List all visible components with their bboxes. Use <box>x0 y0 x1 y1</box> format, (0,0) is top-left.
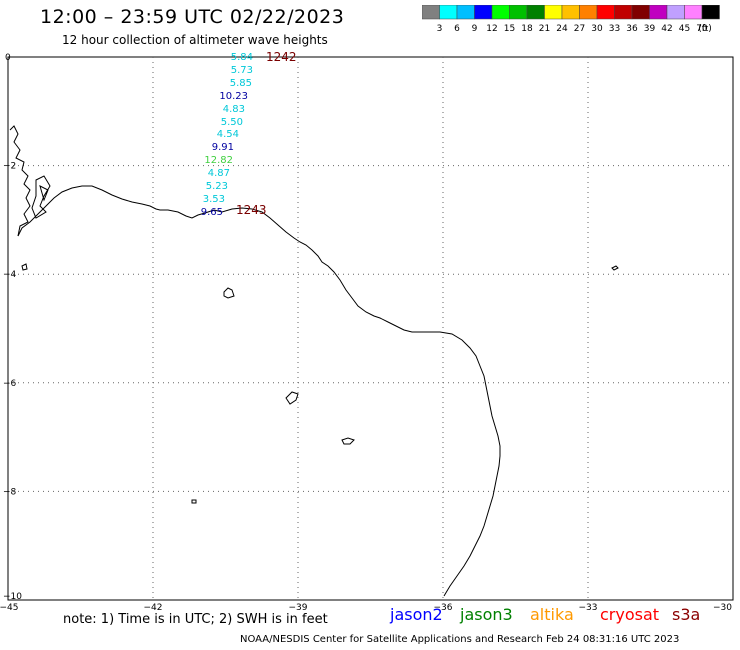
colorbar-label: 45 <box>679 24 690 34</box>
colorbar-label: 36 <box>626 24 638 34</box>
swh-reading: 9.91 <box>211 142 234 154</box>
swh-reading: 4.83 <box>222 103 245 115</box>
swh-reading: 5.73 <box>230 64 253 76</box>
y-tick-label: −8 <box>3 487 17 497</box>
map-frame <box>7 56 734 601</box>
swh-reading: 5.23 <box>205 181 228 192</box>
colorbar-label: 6 <box>454 24 460 34</box>
satellite-jason3: jason3 <box>460 605 513 624</box>
colorbar-label: 21 <box>539 24 550 34</box>
swh-reading: 12.82 <box>204 155 233 167</box>
colorbar-label: 15 <box>504 24 515 34</box>
page-subtitle: 12 hour collection of altimeter wave hei… <box>62 33 328 47</box>
colorbar-label: 12 <box>486 24 497 34</box>
coastline-mainland <box>17 185 501 597</box>
satellite-jason2: jason2 <box>390 605 443 624</box>
note-text: note: 1) Time is in UTC; 2) SWH is in fe… <box>63 612 328 627</box>
colorbar-label: 27 <box>574 24 585 34</box>
atoll-das-rocas <box>223 287 235 299</box>
x-tick-label: −36 <box>434 603 453 613</box>
colorbar-label: 3 <box>437 24 443 34</box>
credit-line: NOAA/NESDIS Center for Satellite Applica… <box>240 634 680 645</box>
colorbar-label: 18 <box>521 24 533 34</box>
wave-height-colorbar: 3 6 9 12 15 18 21 24 27 30 33 36 39 42 45 70(ft) <box>422 5 720 34</box>
swh-reading: 3.53 <box>202 193 225 205</box>
swh-reading: 5.85 <box>229 77 252 89</box>
y-tick-label: −2 <box>3 162 16 172</box>
colorbar-swatch <box>701 5 720 20</box>
x-tick-label: −45 <box>0 603 19 613</box>
colorbar-label: 9 <box>472 24 478 34</box>
colorbar-label: 33 <box>609 24 620 34</box>
pass-label-end: 1243 <box>236 203 267 217</box>
island-tiny <box>191 499 197 504</box>
x-tick-label: −39 <box>289 603 308 613</box>
y-tick-label: −6 <box>3 379 17 389</box>
satellite-s3a: s3a <box>672 605 701 624</box>
colorbar-label: 30 <box>591 24 603 34</box>
swh-reading: 4.54 <box>216 129 239 141</box>
coastline-estuary <box>9 125 51 237</box>
page-title: 12:00 – 23:59 UTC 02/22/2023 <box>40 6 345 28</box>
island-small-west <box>21 263 28 271</box>
swh-reading: 5.50 <box>220 116 243 128</box>
swh-reading: 5.84 <box>230 52 253 63</box>
x-tick-label: −42 <box>144 603 163 613</box>
swh-reading: 9.65 <box>200 206 223 218</box>
colorbar-label: 42 <box>661 24 672 34</box>
axis-ticks: 0 −2 −4 −6 −8 −10−45 −42 −39 −36 −33 −30 <box>0 53 732 613</box>
y-tick-label: −4 <box>3 270 17 280</box>
pass-label-start: 1242 <box>266 50 297 64</box>
map-grid <box>8 57 733 600</box>
swh-reading: 10.23 <box>219 90 248 102</box>
colorbar-label: 70 <box>696 24 708 34</box>
swh-reading: 4.87 <box>207 168 230 180</box>
colorbar-label: 39 <box>644 24 656 34</box>
island-cluster-1 <box>285 391 299 405</box>
colorbar-label: 24 <box>556 24 568 34</box>
x-tick-label: −33 <box>579 603 598 613</box>
satellite-cryosat: cryosat <box>600 605 660 624</box>
x-tick-label: −30 <box>713 603 732 613</box>
y-tick-label: −10 <box>3 592 22 602</box>
satellite-altika: altika <box>530 605 574 624</box>
island-small-east <box>611 265 619 271</box>
colorbar-label: (ft) <box>698 24 712 34</box>
island-cluster-2 <box>341 437 355 445</box>
y-tick-label: 0 <box>5 53 11 63</box>
